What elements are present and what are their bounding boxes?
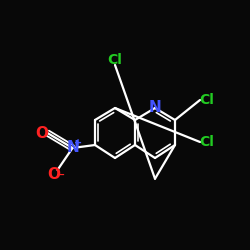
Text: +: + (74, 138, 82, 148)
Text: N: N (66, 140, 79, 156)
Text: O: O (47, 167, 60, 182)
Text: O: O (36, 126, 49, 140)
Text: N: N (148, 100, 162, 116)
Text: Cl: Cl (108, 52, 122, 66)
Text: −: − (56, 170, 65, 179)
Text: Cl: Cl (200, 93, 214, 107)
Text: Cl: Cl (200, 135, 214, 149)
